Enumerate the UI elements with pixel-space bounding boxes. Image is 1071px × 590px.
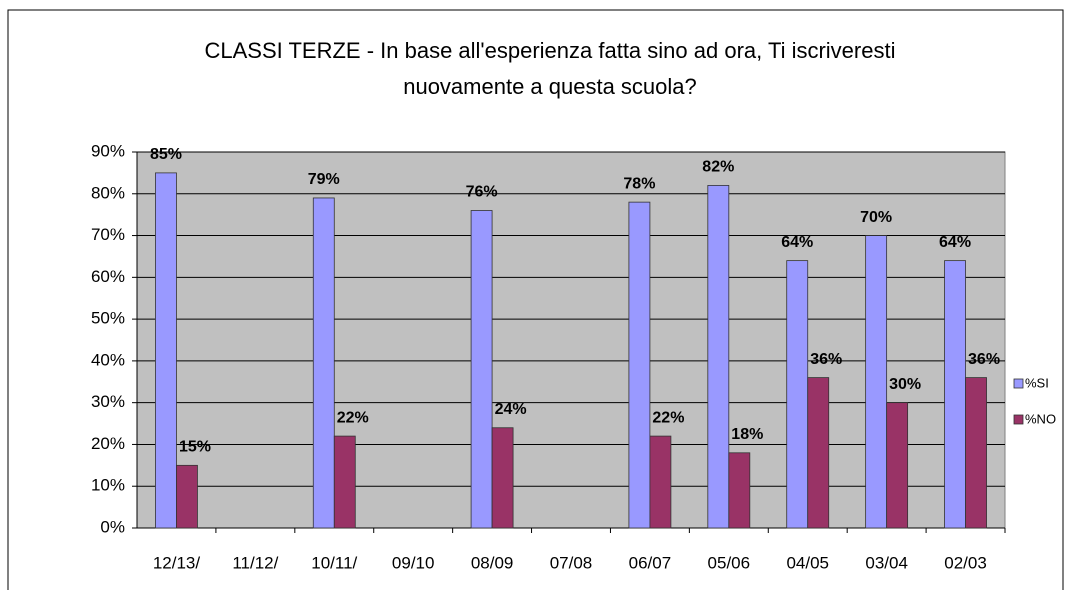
- bar: [886, 402, 909, 529]
- bar: [176, 464, 198, 529]
- y-tick-label: 80%: [91, 183, 125, 202]
- bar: [628, 201, 651, 529]
- bar: [491, 427, 514, 529]
- bar: [786, 260, 809, 529]
- y-tick-label: 30%: [91, 392, 125, 411]
- x-tick-label: 09/10: [392, 553, 435, 572]
- plot-area: [136, 151, 1006, 529]
- value-label: 22%: [337, 409, 369, 426]
- x-tick-label: 04/05: [786, 553, 829, 572]
- x-tick-label: 06/07: [629, 553, 672, 572]
- value-label: 18%: [731, 426, 763, 443]
- x-tick-label: 02/03: [944, 553, 987, 572]
- value-label: 70%: [860, 209, 892, 226]
- y-tick-label: 90%: [91, 141, 125, 160]
- y-tick-label: 50%: [91, 309, 125, 328]
- bar: [965, 377, 987, 529]
- bar: [707, 185, 730, 529]
- value-label: 36%: [968, 351, 1000, 368]
- value-label: 78%: [623, 175, 655, 192]
- value-label: 79%: [308, 171, 340, 188]
- y-tick-label: 40%: [91, 350, 125, 369]
- value-label: 76%: [466, 184, 498, 201]
- bar: [333, 435, 356, 529]
- value-label: 22%: [652, 409, 684, 426]
- y-tick-label: 20%: [91, 434, 125, 453]
- y-tick-label: 0%: [100, 517, 125, 536]
- value-label: 30%: [889, 376, 921, 393]
- legend-label: %NO: [1025, 411, 1056, 426]
- bar: [649, 435, 672, 529]
- value-label: 36%: [810, 351, 842, 368]
- x-tick-label: 10/11/: [311, 553, 357, 572]
- value-label: 15%: [179, 439, 211, 456]
- bar: [944, 260, 966, 529]
- x-tick-label: 08/09: [471, 553, 514, 572]
- y-tick-label: 10%: [91, 476, 125, 495]
- x-tick-label: 12/13/: [153, 553, 201, 572]
- value-label: 82%: [702, 159, 734, 176]
- chart-title: CLASSI TERZE - In base all'esperienza fa…: [205, 38, 896, 63]
- chart-title: nuovamente a questa scuola?: [403, 74, 697, 99]
- x-tick-label: 11/12/: [232, 553, 278, 572]
- value-label: 64%: [939, 234, 971, 251]
- bar: [865, 235, 888, 529]
- y-tick-label: 60%: [91, 267, 125, 286]
- legend-label: %SI: [1025, 375, 1049, 390]
- x-tick-label: 03/04: [865, 553, 908, 572]
- x-tick-label: 05/06: [708, 553, 751, 572]
- bar: [728, 452, 751, 529]
- legend-swatch: [1013, 414, 1024, 425]
- bar: [807, 377, 830, 529]
- value-label: 85%: [150, 146, 182, 163]
- value-label: 64%: [781, 234, 813, 251]
- value-label: 24%: [495, 401, 527, 418]
- bar: [470, 210, 493, 529]
- bar: [155, 172, 177, 529]
- bar: [312, 197, 335, 529]
- x-tick-label: 07/08: [550, 553, 593, 572]
- y-tick-label: 70%: [91, 225, 125, 244]
- legend-swatch: [1013, 378, 1024, 389]
